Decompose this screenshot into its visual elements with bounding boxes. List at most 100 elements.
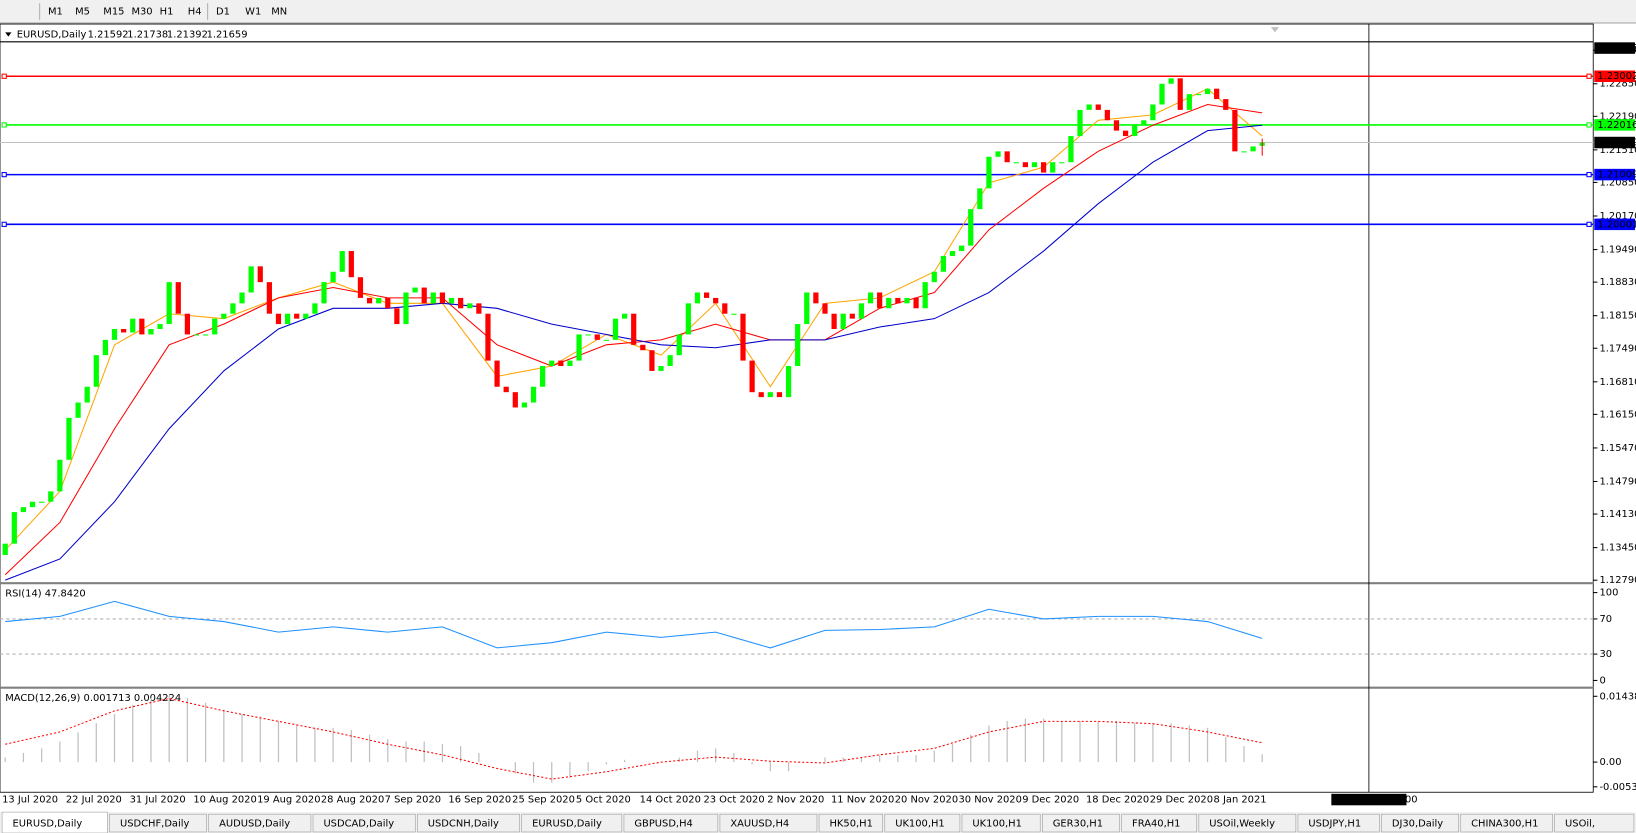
candle-body xyxy=(722,303,728,314)
y-tick-label: 1.21510 xyxy=(1599,145,1636,156)
chart-tab-label[interactable]: USDCNH,Daily xyxy=(428,819,499,830)
chart-tab-label[interactable]: EURUSD,Daily xyxy=(13,819,83,830)
line-anchor xyxy=(1586,221,1592,227)
chart-tab-label[interactable]: GER30,H1 xyxy=(1053,819,1103,830)
chart-tab[interactable] xyxy=(1554,813,1635,833)
chart-tab-label[interactable]: USOil,Weekly xyxy=(1209,819,1275,830)
candle-body xyxy=(266,282,272,314)
candle-body xyxy=(1204,88,1211,95)
y-tick-label: 100 xyxy=(1599,588,1618,599)
candle-body xyxy=(339,251,345,272)
chart-tab-label[interactable]: USDCAD,Daily xyxy=(323,819,394,830)
price-tag xyxy=(1594,168,1635,181)
candle-body xyxy=(348,251,354,278)
candle-body xyxy=(1195,94,1202,96)
quote-open: 1.21592 xyxy=(88,29,129,40)
chart-tab[interactable] xyxy=(719,813,818,833)
chart-tab-label[interactable]: GBPUSD,H4 xyxy=(634,819,692,830)
date-label: 19 Aug 2020 xyxy=(257,795,320,806)
chart-tab-label[interactable]: USOil, xyxy=(1565,819,1595,830)
date-label: 29 Dec 2020 xyxy=(1150,795,1213,806)
timeframe-button[interactable]: M15 xyxy=(103,6,124,17)
candle-body xyxy=(1113,120,1120,131)
timeframe-button[interactable]: H1 xyxy=(160,6,174,17)
chart-tab[interactable] xyxy=(623,813,719,833)
candle-body xyxy=(886,297,892,309)
candle-body xyxy=(476,303,482,314)
y-tick-label: 1.13450 xyxy=(1599,543,1636,554)
chart-tab[interactable] xyxy=(818,813,884,833)
candle-body xyxy=(1059,162,1065,164)
timeframe-button[interactable]: M5 xyxy=(75,6,90,17)
chart-tab[interactable] xyxy=(521,813,623,833)
price-tag xyxy=(1594,42,1635,54)
y-tick-label: 1.14790 xyxy=(1599,476,1636,487)
candle-body xyxy=(1241,151,1247,153)
candle-body xyxy=(1223,99,1229,110)
timeframe-button[interactable]: M30 xyxy=(131,6,152,17)
candle-body xyxy=(29,501,36,508)
chart-tab[interactable] xyxy=(109,813,207,833)
candle-body xyxy=(385,297,391,309)
price-tag-label: 1.21009 xyxy=(1597,170,1636,181)
chart-tab-label[interactable]: USDCHF,Daily xyxy=(120,819,190,830)
chart-tab-label[interactable]: XAUUSD,H4 xyxy=(730,819,789,830)
candle-body xyxy=(121,329,127,333)
chart-tab-label[interactable]: DJ30,Daily xyxy=(1392,819,1443,830)
candle-body xyxy=(1031,162,1038,168)
candle-body xyxy=(895,297,901,304)
candle-body xyxy=(813,292,819,304)
chart-frame xyxy=(0,23,1594,793)
chart-tab[interactable] xyxy=(1460,813,1553,833)
y-tick-label: 1.22850 xyxy=(1599,79,1636,90)
chart-tab[interactable] xyxy=(208,813,312,833)
date-label: 11 Nov 2020 xyxy=(831,795,894,806)
candle-body xyxy=(421,287,427,304)
timeframe-button[interactable]: H4 xyxy=(188,6,202,17)
chart-tab[interactable] xyxy=(961,813,1041,833)
chart-tab-label[interactable]: CHINA300,H1 xyxy=(1471,819,1538,830)
date-label: 16 Sep 2020 xyxy=(448,795,511,806)
chart-tab-label[interactable]: UK100,H1 xyxy=(972,819,1022,830)
chart-tab-label[interactable]: UK100,H1 xyxy=(895,819,945,830)
candle-body xyxy=(612,318,619,340)
chart-tab[interactable] xyxy=(1042,813,1120,833)
candle-body xyxy=(585,334,591,336)
candle-body xyxy=(330,271,336,283)
timeframe-button[interactable]: M1 xyxy=(48,6,63,17)
candle-body xyxy=(430,292,436,304)
date-label: 31 Jul 2020 xyxy=(130,795,186,806)
price-tag-label: 1.23002 xyxy=(1597,71,1636,82)
timeframe-button[interactable]: D1 xyxy=(216,6,230,17)
chart-tab[interactable] xyxy=(312,813,416,833)
candle-body xyxy=(922,282,928,309)
candle-body xyxy=(840,313,846,330)
chart-tab-label[interactable]: USDJPY,H1 xyxy=(1308,819,1361,830)
chart-tab[interactable] xyxy=(1297,813,1380,833)
timeframe-button[interactable]: W1 xyxy=(245,6,261,17)
candle-body xyxy=(1250,146,1256,152)
chart-tab[interactable] xyxy=(884,813,961,833)
chart-tab[interactable] xyxy=(1198,813,1297,833)
chart-tab[interactable] xyxy=(1121,813,1198,833)
line-anchor xyxy=(1586,171,1592,178)
menu-arrow[interactable] xyxy=(5,32,12,37)
candle-body xyxy=(649,350,655,371)
candle-body xyxy=(576,334,582,361)
chart-tab-label[interactable]: HK50,H1 xyxy=(829,819,872,830)
y-tick-label: 1.16810 xyxy=(1599,377,1636,388)
date-label: 13 Jul 2020 xyxy=(2,795,58,806)
chart-tab-label[interactable]: FRA40,H1 xyxy=(1132,819,1180,830)
chart-tab[interactable] xyxy=(417,813,520,833)
timeframe-button[interactable]: MN xyxy=(271,6,287,17)
candle-body xyxy=(977,188,983,210)
date-label: 18 Dec 2020 xyxy=(1086,795,1149,806)
candle-body xyxy=(540,366,546,387)
candle-body xyxy=(767,392,773,398)
candle-body xyxy=(212,318,218,335)
candle-body xyxy=(157,324,163,330)
chart-tab-label[interactable]: AUDUSD,Daily xyxy=(219,819,290,830)
chart-tab-label[interactable]: EURUSD,Daily xyxy=(532,819,602,830)
chart-tab[interactable] xyxy=(1381,813,1459,833)
time-marker-label: 2021.01.28 0:00 xyxy=(1336,795,1418,806)
